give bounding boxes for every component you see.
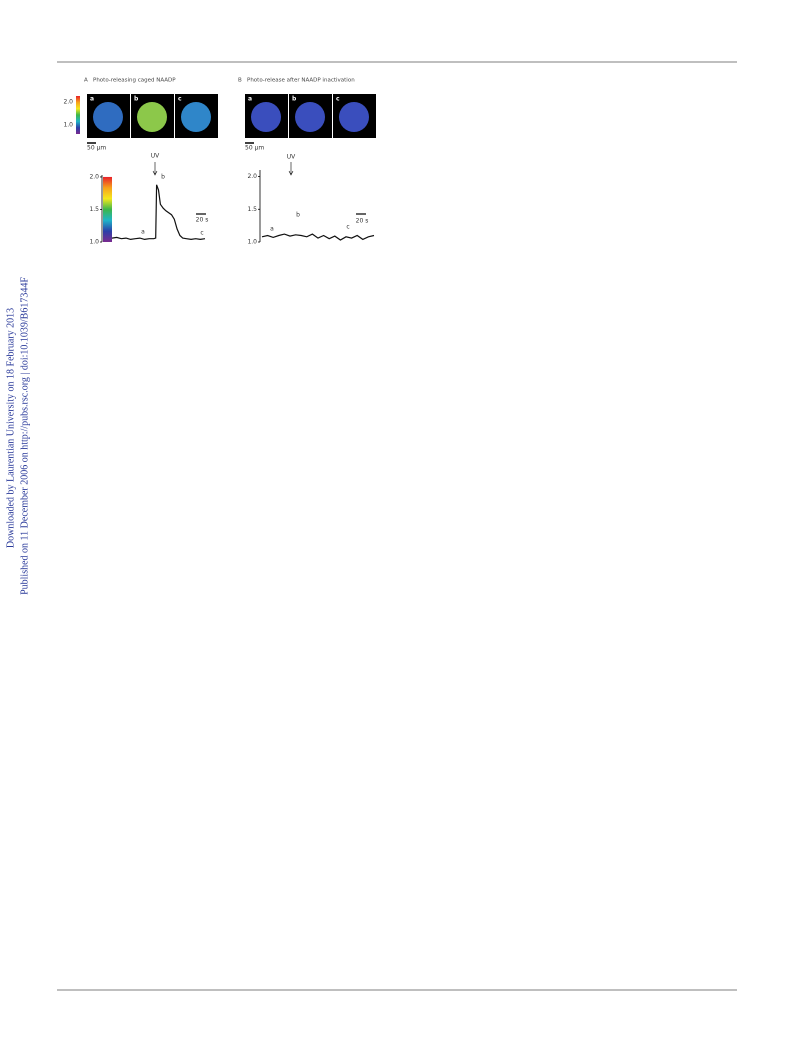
image-label: b <box>134 96 139 103</box>
y-tick-label: 2.0 <box>89 173 99 180</box>
colorbar-tick-label: 1.0 <box>63 122 73 129</box>
scale-bar-label: 50 µm <box>87 145 106 152</box>
annotation: c <box>200 230 203 237</box>
colorbar-tick-label: 2.0 <box>63 99 73 106</box>
sidebar-line: Published on 11 December 2006 on http://… <box>19 277 30 595</box>
cell-image <box>93 102 123 132</box>
annotation: b <box>161 174 165 181</box>
cell-image <box>137 102 167 132</box>
cell-image <box>295 102 325 132</box>
image-label: a <box>248 96 252 103</box>
panel-title: Photo-releasing caged NAADP <box>93 78 176 84</box>
y-tick-label: 1.0 <box>89 239 99 246</box>
trace <box>261 233 375 241</box>
trace <box>111 184 206 241</box>
y-tick-label: 2.0 <box>247 173 257 180</box>
panel-label: A <box>84 78 88 84</box>
annotation: a <box>141 229 145 236</box>
cell-image <box>339 102 369 132</box>
y-tick-label: 1.5 <box>247 206 257 213</box>
uv-arrowhead <box>152 170 158 176</box>
annotation: b <box>296 212 300 219</box>
image-label: c <box>178 96 182 103</box>
annotation: 20 s <box>356 218 369 225</box>
scale-bar-label: 50 µm <box>245 145 264 152</box>
cell-image <box>251 102 281 132</box>
uv-arrowhead <box>288 170 294 176</box>
cell-image <box>181 102 211 132</box>
annotation: 20 s <box>196 217 209 224</box>
y-tick-label: 1.5 <box>89 206 99 213</box>
image-label: a <box>90 96 94 103</box>
annotation: a <box>270 226 274 233</box>
panel-title: Photo-release after NAADP inactivation <box>247 78 355 84</box>
plot-colorbar <box>103 176 112 242</box>
colorbar <box>76 96 80 134</box>
panel-label: B <box>238 78 242 84</box>
sidebar-line: Downloaded by Laurentian University on 1… <box>5 308 16 548</box>
annotation: UV <box>287 154 296 161</box>
annotation: UV <box>151 153 160 160</box>
image-label: b <box>292 96 297 103</box>
image-label: c <box>336 96 340 103</box>
annotation: c <box>346 224 349 231</box>
y-tick-label: 1.0 <box>247 239 257 246</box>
